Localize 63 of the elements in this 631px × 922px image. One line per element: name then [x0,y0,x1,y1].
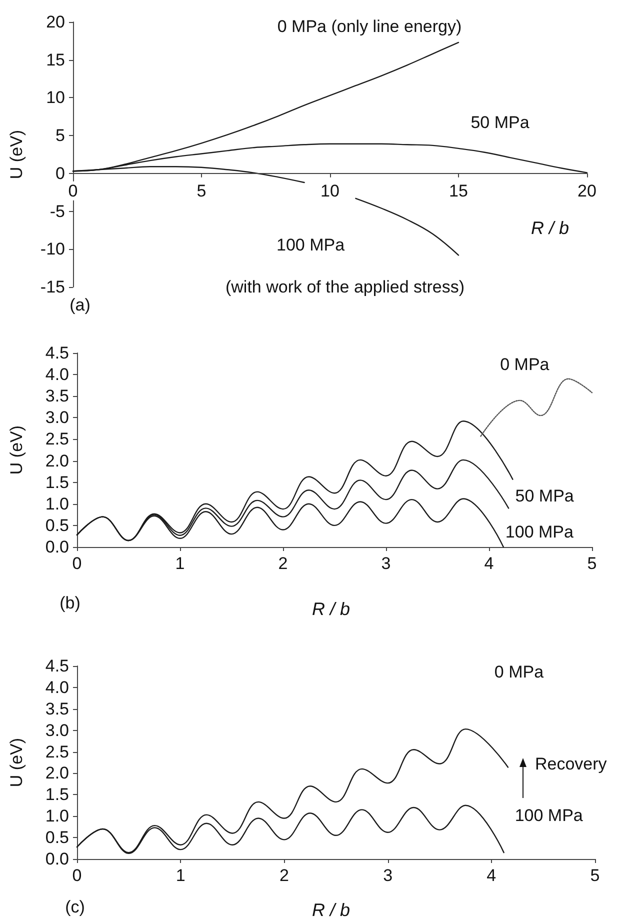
x-axis-title: R / b [530,218,570,238]
series-label: 50 MPa [515,486,574,506]
y-tick-label: 2.5 [45,742,69,762]
y-tick-label: 0.0 [45,850,69,868]
annotation: (with work of the applied stress) [225,278,465,296]
x-tick-label: 2 [278,554,288,573]
y-tick-label: 1.5 [45,785,69,804]
x-axis-title: R / b [312,599,350,619]
series-label: 100 MPa [505,522,574,542]
y-tick-label: 10 [46,88,65,108]
x-tick-label: 1 [176,866,186,885]
x-tick-label: 0 [72,554,82,573]
x-tick-label: 0 [72,866,82,885]
x-tick-label: 5 [587,554,597,573]
series-label: 100 MPa [514,806,584,826]
y-tick-label: 0.5 [45,828,69,848]
y-tick-label: 1.0 [45,494,69,514]
y-tick-label: 2.0 [45,451,69,470]
series-label: 50 MPa [470,113,530,132]
x-tick-label: 1 [175,554,185,573]
y-tick-label: 4.5 [45,656,69,676]
x-axis-title: R / b [312,900,350,920]
text: 0 MPa [500,354,550,374]
x-tick-label: 4 [486,866,496,885]
y-tick-label: 1.0 [45,806,69,826]
x-tick-label: 5 [196,181,206,200]
series-label: 0 MPa (only line energy) [277,16,462,36]
x-tick-label: 10 [320,181,340,200]
y-axis-title: U (eV) [7,130,26,180]
text: 100 MPa [276,236,346,255]
x-tick-label: 3 [381,554,391,573]
y-tick-label: 4.0 [45,365,69,384]
y-axis-title: U (eV) [7,425,26,475]
y-tick-label: 15 [46,50,65,70]
y-tick-label: 3.5 [45,699,69,718]
x-tick-label: 4 [484,554,494,573]
y-tick-label: 3.5 [45,386,69,406]
y-tick-label: 2.5 [45,430,69,449]
x-tick-label: 2 [279,866,289,885]
y-tick-label: 0 [56,164,65,183]
x-tick-label: 3 [383,866,393,885]
y-tick-label: -10 [40,240,65,259]
y-tick-label: -15 [40,278,65,296]
y-tick-label: 4.0 [45,678,69,697]
y-tick-label: 0.5 [45,516,69,535]
x-tick-label: 5 [590,866,600,885]
y-tick-label: 3.0 [45,720,69,740]
y-tick-label: 4.5 [45,344,69,362]
y-tick-label: 1.5 [45,472,69,492]
text: 0 MPa [494,662,544,682]
text: (b) [60,594,80,612]
y-axis-title: U (eV) [7,738,26,788]
text: (a) [70,296,90,314]
text: (c) [65,898,85,916]
y-tick-label: 3.0 [45,408,69,428]
y-tick-label: 2.0 [45,764,69,783]
x-tick-label: 15 [449,181,468,200]
x-tick-label: 20 [578,181,596,200]
y-tick-label: 5 [56,126,65,146]
annotation: Recovery [535,754,608,774]
y-tick-label: 0.0 [45,538,69,556]
y-tick-label: 20 [46,12,65,32]
y-tick-label: -5 [50,202,65,221]
